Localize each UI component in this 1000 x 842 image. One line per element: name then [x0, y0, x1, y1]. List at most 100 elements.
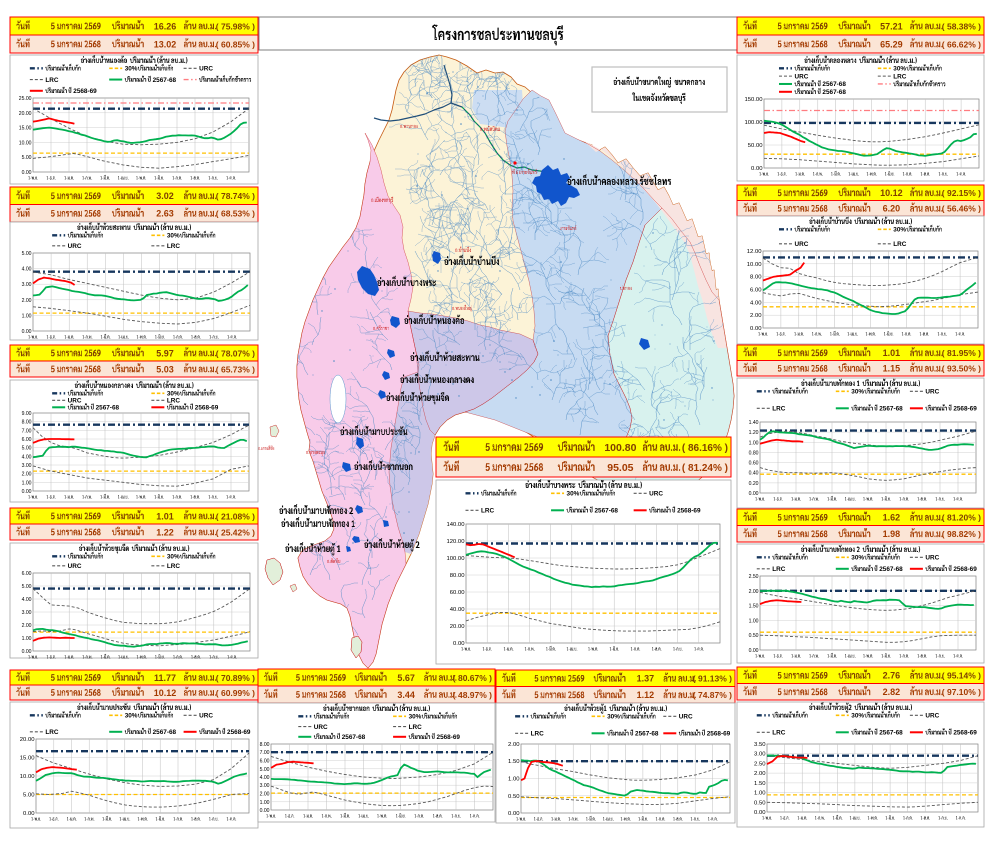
svg-text:8.00: 8.00	[22, 420, 32, 426]
svg-text:30%: 30%	[851, 389, 864, 396]
svg-text:30%: 30%	[125, 66, 138, 73]
svg-text:2568-69: 2568-69	[707, 731, 731, 738]
svg-text:1.01: 1.01	[883, 348, 901, 358]
svg-text:( 78.07% ): ( 78.07% )	[216, 348, 255, 358]
svg-text:30%: 30%	[607, 714, 620, 721]
svg-text:2568-69: 2568-69	[437, 734, 461, 741]
svg-text:( 95.14% ): ( 95.14% )	[942, 671, 981, 681]
svg-text:0.00: 0.00	[750, 326, 762, 332]
svg-text:5.97: 5.97	[156, 348, 174, 358]
svg-text:11.77: 11.77	[154, 673, 176, 683]
svg-text:30%: 30%	[893, 227, 906, 234]
svg-text:( 81.24% ): ( 81.24% )	[682, 463, 728, 474]
svg-text:( 68.53% ): ( 68.53% )	[216, 209, 255, 219]
svg-text:10.12: 10.12	[154, 688, 177, 698]
svg-text:( 21.08% ): ( 21.08% )	[216, 511, 255, 521]
svg-text:7.00: 7.00	[22, 428, 32, 434]
svg-text:0.00: 0.00	[508, 811, 520, 817]
svg-text:9.00: 9.00	[22, 411, 32, 417]
svg-text:15.00: 15.00	[19, 126, 32, 132]
svg-text:4.00: 4.00	[22, 597, 32, 603]
svg-text:LRC: LRC	[772, 566, 786, 573]
svg-text:30%: 30%	[409, 714, 422, 721]
svg-text:2568-69: 2568-69	[953, 730, 977, 737]
svg-text:0.20: 0.20	[749, 481, 759, 487]
svg-text:5.00: 5.00	[260, 767, 270, 773]
svg-text:LRC: LRC	[167, 243, 181, 250]
svg-text:2.76: 2.76	[883, 671, 901, 681]
svg-text:120.00: 120.00	[446, 539, 465, 545]
svg-text:1.00: 1.00	[22, 480, 32, 486]
svg-text:30%: 30%	[167, 554, 180, 561]
svg-text:URC: URC	[199, 66, 213, 73]
svg-text:6.00: 6.00	[260, 759, 270, 765]
svg-text:URC: URC	[925, 389, 939, 396]
svg-text:0.00: 0.00	[751, 166, 763, 172]
svg-text:25.00: 25.00	[19, 96, 32, 102]
svg-text:0.00: 0.00	[22, 170, 32, 176]
svg-text:2568-69: 2568-69	[73, 88, 97, 95]
svg-text:2.00: 2.00	[22, 472, 32, 478]
svg-text:( 56.46% ): ( 56.46% )	[942, 204, 981, 214]
svg-text:0.60: 0.60	[749, 461, 759, 467]
svg-text:LRC: LRC	[167, 398, 181, 405]
svg-text:2.00: 2.00	[508, 742, 520, 748]
svg-text:( 58.38% ): ( 58.38% )	[942, 21, 981, 31]
svg-text:4.00: 4.00	[750, 300, 762, 306]
svg-text:2567-68: 2567-68	[635, 731, 659, 738]
svg-text:30%: 30%	[125, 713, 138, 720]
svg-text:LRC: LRC	[772, 730, 786, 737]
svg-text:150.00: 150.00	[744, 97, 763, 103]
svg-text:LRC: LRC	[167, 563, 181, 570]
svg-text:3.00: 3.00	[22, 282, 32, 288]
svg-text:1.37: 1.37	[637, 674, 655, 684]
svg-text:2567-68: 2567-68	[96, 405, 120, 412]
svg-text:URC: URC	[314, 724, 328, 731]
svg-text:10.00: 10.00	[19, 140, 32, 146]
svg-text:2.82: 2.82	[883, 687, 901, 697]
svg-text:5.03: 5.03	[156, 364, 174, 374]
svg-text:( 65.73% ): ( 65.73% )	[216, 364, 255, 374]
svg-text:( 75.98% ): ( 75.98% )	[216, 21, 255, 31]
svg-text:6.00: 6.00	[22, 571, 32, 577]
svg-text:15.00: 15.00	[20, 756, 35, 762]
svg-text:URC: URC	[794, 73, 808, 80]
svg-text:10.00: 10.00	[20, 774, 35, 780]
svg-text:1.50: 1.50	[754, 781, 766, 787]
svg-text:1.00: 1.00	[22, 313, 32, 319]
svg-text:2567-68: 2567-68	[822, 81, 846, 88]
svg-text:30%: 30%	[167, 233, 180, 240]
svg-text:6.20: 6.20	[883, 204, 901, 214]
svg-text:( 78.74% ): ( 78.74% )	[216, 191, 255, 201]
svg-text:3.00: 3.00	[260, 783, 270, 789]
svg-text:0.50: 0.50	[508, 794, 520, 800]
svg-text:20.00: 20.00	[20, 737, 35, 743]
svg-text:LRC: LRC	[45, 729, 59, 736]
svg-text:URC: URC	[199, 713, 213, 720]
svg-text:4.00: 4.00	[22, 454, 32, 460]
svg-text:1.98: 1.98	[883, 529, 901, 539]
svg-text:0.00: 0.00	[260, 808, 270, 814]
svg-text:( 66.62% ): ( 66.62% )	[942, 39, 981, 49]
svg-text:13.02: 13.02	[154, 39, 177, 49]
svg-text:1.22: 1.22	[156, 527, 174, 537]
svg-text:0.00: 0.00	[749, 491, 759, 497]
svg-text:3.00: 3.00	[22, 463, 32, 469]
svg-text:3.00: 3.00	[754, 752, 766, 758]
svg-text:1.12: 1.12	[637, 690, 655, 700]
svg-text:2567-68: 2567-68	[594, 508, 618, 515]
svg-text:URC: URC	[649, 491, 663, 498]
svg-text:1.00: 1.00	[260, 800, 270, 806]
svg-text:100.00: 100.00	[446, 556, 465, 562]
svg-text:( 97.10% ): ( 97.10% )	[942, 687, 981, 697]
svg-text:( 98.82% ): ( 98.82% )	[942, 529, 981, 539]
svg-text:1.40: 1.40	[749, 420, 759, 426]
svg-text:95.05: 95.05	[607, 462, 633, 474]
svg-text:2.63: 2.63	[156, 209, 174, 219]
svg-text:( 60.99% ): ( 60.99% )	[216, 688, 255, 698]
svg-text:2.00: 2.00	[22, 298, 32, 304]
svg-text:2568-69: 2568-69	[227, 729, 251, 736]
svg-text:57.21: 57.21	[880, 21, 903, 31]
svg-text:0.50: 0.50	[749, 633, 759, 639]
svg-text:30%: 30%	[567, 491, 580, 498]
